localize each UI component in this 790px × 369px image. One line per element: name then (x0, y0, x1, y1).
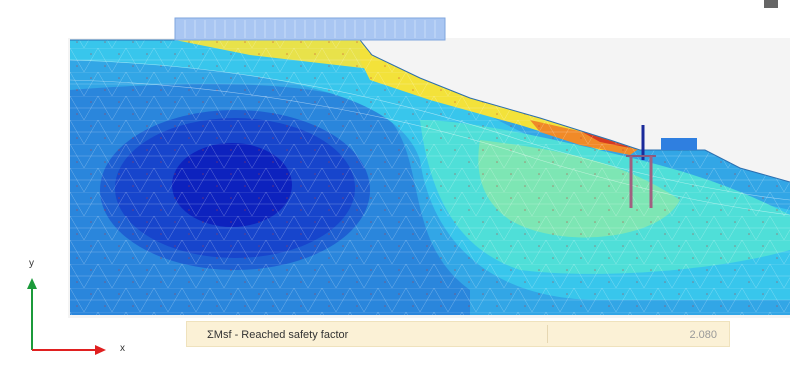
result-label: ΣMsf - Reached safety factor (207, 329, 348, 341)
model-view (0, 0, 790, 369)
screen: y x ΣMsf - Reached safety factor 2.080 (0, 0, 790, 369)
result-value: 2.080 (689, 329, 717, 341)
x-axis-label: x (120, 343, 125, 354)
status-bar: ΣMsf - Reached safety factor 2.080 (186, 321, 730, 347)
y-axis-label: y (29, 258, 34, 269)
load-block (661, 138, 697, 150)
separator (547, 325, 548, 343)
window-button[interactable] (764, 0, 778, 8)
